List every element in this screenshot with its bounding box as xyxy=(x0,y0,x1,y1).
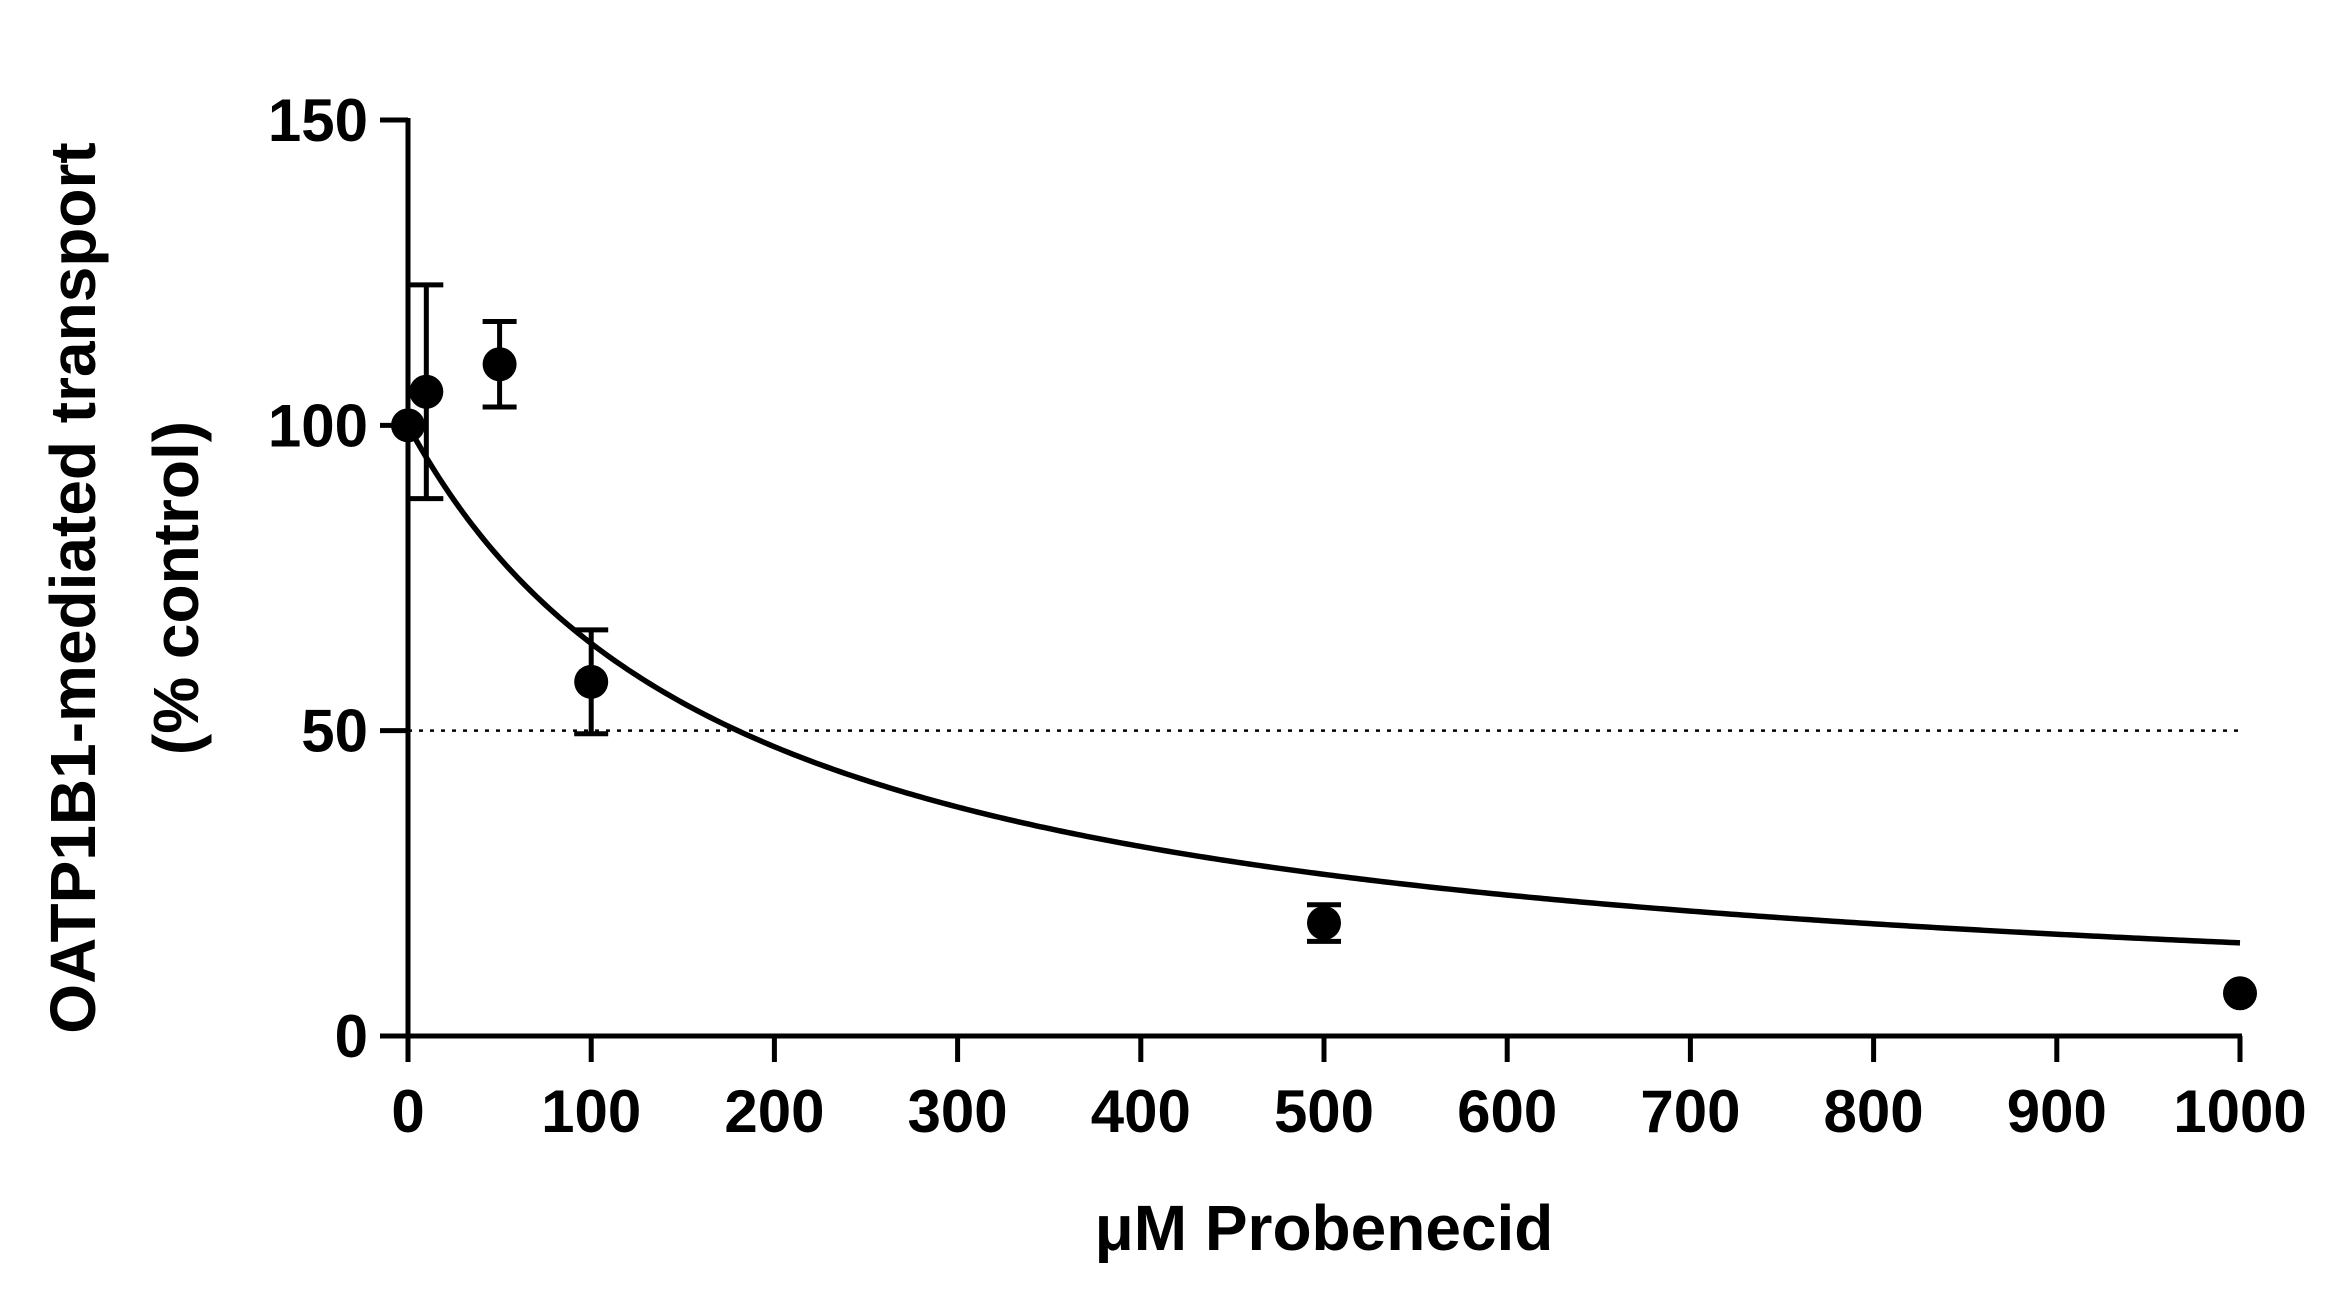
x-tick-label-100: 100 xyxy=(541,1078,641,1145)
marker-2 xyxy=(482,347,517,382)
x-tick-label-800: 800 xyxy=(1824,1078,1924,1145)
x-tick-label-300: 300 xyxy=(908,1078,1008,1145)
marker-0 xyxy=(391,408,425,443)
fit-curve-layer xyxy=(405,424,2241,946)
x-tick-label-400: 400 xyxy=(1091,1078,1191,1145)
data-point-0 xyxy=(391,408,425,443)
axes xyxy=(405,118,2242,1039)
x-tick-label-0: 0 xyxy=(391,1078,424,1145)
marker-5 xyxy=(2223,976,2257,1011)
y-tick-label-0: 0 xyxy=(335,1003,368,1070)
y-tick-label-100: 100 xyxy=(268,392,368,459)
y-tick-label-150: 150 xyxy=(268,87,368,154)
x-tick-label-1000: 1000 xyxy=(2173,1078,2306,1145)
x-axis-title: μM Probenecid xyxy=(1095,1192,1554,1264)
x-tick-label-200: 200 xyxy=(724,1078,824,1145)
marker-3 xyxy=(574,664,609,699)
marker-4 xyxy=(1307,906,1341,941)
data-point-2 xyxy=(482,319,517,410)
x-tick-label-700: 700 xyxy=(1640,1078,1740,1145)
data-points xyxy=(391,282,2257,1011)
y-tick-label-50: 50 xyxy=(301,698,368,765)
data-point-5 xyxy=(2223,976,2257,1011)
y-axis-title-line-1: OATP1B1-mediated transport xyxy=(37,142,109,1033)
marker-1 xyxy=(409,374,444,409)
data-point-3 xyxy=(574,627,609,737)
x-ticks: 0 100 200 300 400 500 600 700 800 900 1000 xyxy=(391,1036,2307,1145)
y-axis-title-line-2: (% control) xyxy=(140,421,212,755)
data-point-4 xyxy=(1307,902,1341,944)
x-tick-label-500: 500 xyxy=(1274,1078,1374,1145)
x-tick-label-600: 600 xyxy=(1457,1078,1557,1145)
y-ticks: 0 50 100 150 xyxy=(268,87,408,1070)
data-point-1 xyxy=(409,282,444,502)
x-tick-label-900: 900 xyxy=(2007,1078,2107,1145)
fit-curve xyxy=(405,424,2241,946)
